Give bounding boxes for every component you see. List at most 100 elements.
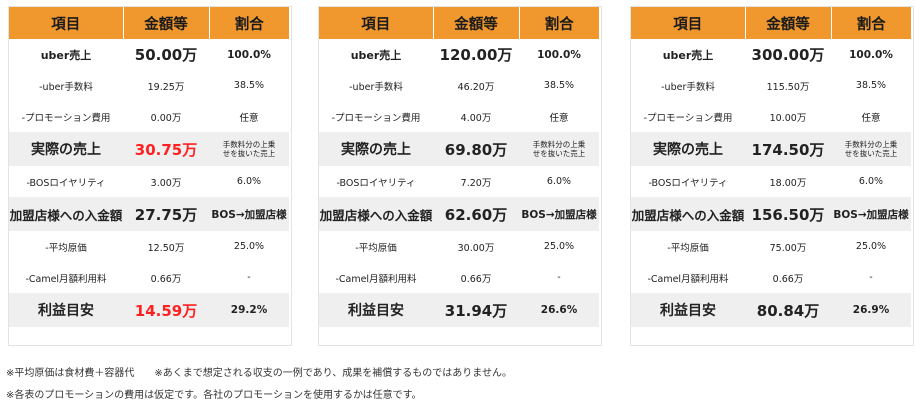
row-ratio: BOS→加盟店様 xyxy=(209,197,289,231)
row-ratio: BOS→加盟店様 xyxy=(831,197,911,231)
row-item: -Camel月額利用料 xyxy=(647,273,729,285)
table-row: 加盟店様への入金額 62.60万 BOS→加盟店様 xyxy=(319,197,599,231)
header-ratio: 割合 xyxy=(831,7,911,39)
table-row: uber売上 50.00万 100.0% xyxy=(9,39,289,70)
table: 項目 金額等 割合 uber売上 300.00万 100.0% -uber手数料 115.50… xyxy=(631,7,911,327)
row-ratio: 25.0% xyxy=(543,241,575,252)
table-row: -プロモーション費用 4.00万 任意 xyxy=(319,101,599,132)
table-row: -Camel月額利用料 0.66万 - xyxy=(319,262,599,293)
table-row: uber売上 300.00万 100.0% xyxy=(631,39,911,70)
row-item: 加盟店様への入金額 xyxy=(319,197,433,231)
table-row: 実際の売上 30.75万 手数料分の上乗 せを抜いた売上 xyxy=(9,132,289,166)
table-row: 加盟店様への入金額 156.50万 BOS→加盟店様 xyxy=(631,197,911,231)
revenue-tables: 項目 金額等 割合 uber売上 50.00万 100.0% -uber手数料 19.25万 3… xyxy=(8,6,914,346)
row-amount: 115.50万 xyxy=(766,81,810,93)
row-ratio: - xyxy=(869,272,873,283)
row-item: 加盟店様への入金額 xyxy=(9,197,123,231)
row-item: uber売上 xyxy=(40,48,92,62)
table: 項目 金額等 割合 uber売上 120.00万 100.0% -uber手数料 46.20万… xyxy=(319,7,599,327)
table-row: -BOSロイヤリティ 3.00万 6.0% xyxy=(9,166,289,197)
row-amount: 75.00万 xyxy=(769,242,807,254)
row-item: -平均原価 xyxy=(667,242,709,254)
row-item: -平均原価 xyxy=(355,242,397,254)
row-item: 利益目安 xyxy=(9,293,123,327)
row-amount: 0.00万 xyxy=(150,112,182,124)
row-ratio: 100.0% xyxy=(849,48,893,61)
row-amount: 4.00万 xyxy=(460,112,492,124)
row-ratio: 26.9% xyxy=(831,293,911,327)
row-amount: 120.00万 xyxy=(439,46,513,64)
row-item: -BOSロイヤリティ xyxy=(26,177,106,189)
row-amount: 300.00万 xyxy=(751,46,825,64)
header-item: 項目 xyxy=(9,7,124,39)
row-amount: 30.00万 xyxy=(457,242,495,254)
row-item: -平均原価 xyxy=(45,242,87,254)
row-item: -Camel月額利用料 xyxy=(335,273,417,285)
row-item: 利益目安 xyxy=(631,293,745,327)
row-item: 実際の売上 xyxy=(319,132,433,166)
footnote-1: ※平均原価は食材費＋容器代 ※あくまで想定される収支の一例であり、成果を補償する… xyxy=(6,368,512,379)
row-ratio: 100.0% xyxy=(227,48,271,61)
row-item: uber売上 xyxy=(350,48,402,62)
row-amount: 31.94万 xyxy=(433,293,519,327)
table: 項目 金額等 割合 uber売上 50.00万 100.0% -uber手数料 19.25万 3… xyxy=(9,7,289,327)
row-item: -uber手数料 xyxy=(349,81,403,93)
header-amount: 金額等 xyxy=(123,7,210,39)
row-ratio: 38.5% xyxy=(855,80,887,91)
table-row: 利益目安 14.59万 29.2% xyxy=(9,293,289,327)
row-amount: 174.50万 xyxy=(745,132,831,166)
table-row: -平均原価 12.50万 25.0% xyxy=(9,231,289,262)
row-ratio: 25.0% xyxy=(855,241,887,252)
row-item: 実際の売上 xyxy=(9,132,123,166)
row-amount: 69.80万 xyxy=(433,132,519,166)
row-amount: 10.00万 xyxy=(769,112,807,124)
row-amount: 80.84万 xyxy=(745,293,831,327)
row-item: -uber手数料 xyxy=(661,81,715,93)
table-row: -uber手数料 46.20万 38.5% xyxy=(319,70,599,101)
row-amount: 30.75万 xyxy=(123,132,209,166)
row-item: -Camel月額利用料 xyxy=(25,273,107,285)
table-row: -Camel月額利用料 0.66万 - xyxy=(9,262,289,293)
header-item: 項目 xyxy=(631,7,746,39)
row-ratio: 任意 xyxy=(239,112,259,124)
row-item: -プロモーション費用 xyxy=(643,112,733,124)
table-row: -平均原価 30.00万 25.0% xyxy=(319,231,599,262)
row-amount: 14.59万 xyxy=(123,293,209,327)
header-row: 項目 金額等 割合 xyxy=(9,7,289,39)
header-ratio: 割合 xyxy=(519,7,599,39)
row-ratio: - xyxy=(557,272,561,283)
row-item: -プロモーション費用 xyxy=(331,112,421,124)
row-amount: 27.75万 xyxy=(123,197,209,231)
row-item: 加盟店様への入金額 xyxy=(631,197,745,231)
table-row: -BOSロイヤリティ 18.00万 6.0% xyxy=(631,166,911,197)
row-ratio: 25.0% xyxy=(233,241,265,252)
row-amount: 12.50万 xyxy=(147,242,185,254)
row-ratio: 38.5% xyxy=(233,80,265,91)
row-amount: 18.00万 xyxy=(769,177,807,189)
revenue-table-3: 項目 金額等 割合 uber売上 300.00万 100.0% -uber手数料 115.50… xyxy=(630,6,914,346)
row-ratio: 手数料分の上乗 せを抜いた売上 xyxy=(209,132,289,166)
table-row: -uber手数料 115.50万 38.5% xyxy=(631,70,911,101)
row-item: -BOSロイヤリティ xyxy=(336,177,416,189)
row-item: -BOSロイヤリティ xyxy=(648,177,728,189)
row-item: uber売上 xyxy=(662,48,714,62)
table-row: 利益目安 31.94万 26.6% xyxy=(319,293,599,327)
row-ratio: 38.5% xyxy=(543,80,575,91)
row-item: 実際の売上 xyxy=(631,132,745,166)
header-row: 項目 金額等 割合 xyxy=(319,7,599,39)
row-ratio: 手数料分の上乗 せを抜いた売上 xyxy=(519,132,599,166)
table-row: -プロモーション費用 10.00万 任意 xyxy=(631,101,911,132)
row-amount: 46.20万 xyxy=(457,81,495,93)
table-row: 実際の売上 69.80万 手数料分の上乗 せを抜いた売上 xyxy=(319,132,599,166)
row-amount: 3.00万 xyxy=(150,177,182,189)
table-row: -uber手数料 19.25万 38.5% xyxy=(9,70,289,101)
header-amount: 金額等 xyxy=(745,7,832,39)
row-ratio: 6.0% xyxy=(546,176,572,187)
table-row: 加盟店様への入金額 27.75万 BOS→加盟店様 xyxy=(9,197,289,231)
header-row: 項目 金額等 割合 xyxy=(631,7,911,39)
row-item: -uber手数料 xyxy=(39,81,93,93)
row-ratio: 6.0% xyxy=(236,176,262,187)
row-amount: 0.66万 xyxy=(150,273,182,285)
row-ratio: 26.6% xyxy=(519,293,599,327)
row-ratio: - xyxy=(247,272,251,283)
